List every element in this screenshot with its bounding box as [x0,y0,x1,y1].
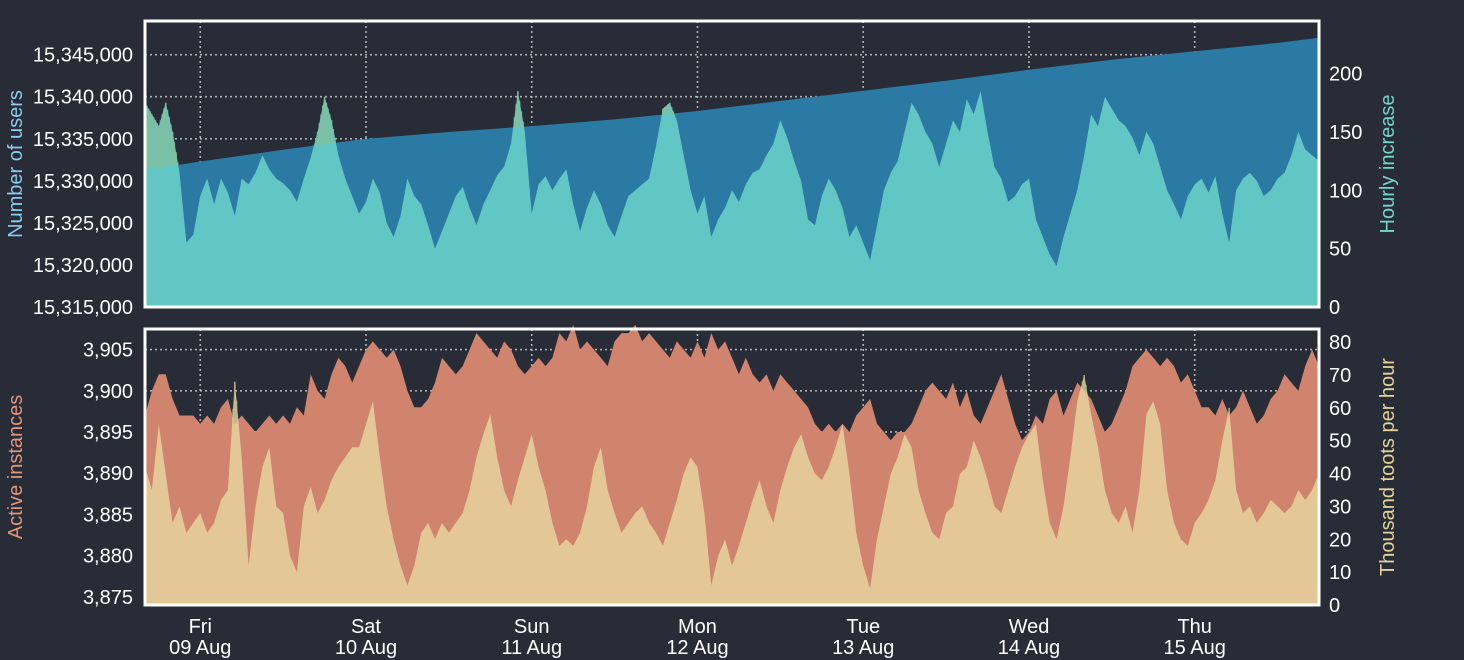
active-instances-axis-label: Active instances [5,395,27,540]
x-tick-date: 10 Aug [335,637,397,659]
x-tick-day: Wed [1009,616,1050,638]
instances-axis-ticks: 3,875 3,880 3,885 3,890 3,895 3,900 3,905 0 10 20… [83,332,1351,617]
x-tick-day: Sat [351,616,381,638]
x-tick-date: 13 Aug [832,637,894,659]
right-tick-label: 80 [1329,332,1351,354]
right-tick-label: 10 [1329,562,1351,584]
left-tick-label: 15,345,000 [33,45,133,67]
left-tick-label: 3,895 [83,422,133,444]
right-tick-label: 0 [1329,297,1340,319]
right-tick-label: 50 [1329,431,1351,453]
x-tick-date: 09 Aug [169,637,231,659]
left-tick-label: 15,330,000 [33,171,133,193]
right-tick-label: 200 [1329,64,1362,86]
toots-axis-label: Thousand toots per hour [1377,358,1399,576]
right-tick-label: 30 [1329,496,1351,518]
right-tick-label: 40 [1329,464,1351,486]
hourly-increase-area [145,91,1319,307]
users-axis-label: Number of users [5,90,27,238]
right-tick-label: 100 [1329,180,1362,202]
right-tick-label: 70 [1329,365,1351,387]
x-tick-day: Fri [189,616,212,638]
toots-overlap-area [232,375,1230,424]
users-panel-frame [143,19,1321,309]
left-tick-label: 3,890 [83,463,133,485]
left-tick-label: 15,340,000 [33,87,133,109]
x-tick-day: Thu [1177,616,1211,638]
right-tick-label: 150 [1329,122,1362,144]
x-tick-day: Tue [846,616,880,638]
left-tick-label: 3,885 [83,504,133,526]
right-tick-label: 60 [1329,398,1351,420]
left-tick-label: 15,315,000 [33,297,133,319]
left-tick-label: 15,325,000 [33,213,133,235]
x-tick-date: 12 Aug [666,637,728,659]
x-tick-day: Sun [514,616,550,638]
x-tick-day: Mon [678,616,717,638]
hourly-increase-axis-label: Hourly increase [1377,95,1399,234]
x-tick-date: 15 Aug [1164,637,1226,659]
toots-per-hour-area [145,375,1319,605]
left-tick-label: 3,905 [83,340,133,362]
left-tick-label: 3,900 [83,381,133,403]
right-tick-label: 50 [1329,239,1351,261]
left-tick-label: 15,335,000 [33,129,133,151]
x-tick-date: 14 Aug [998,637,1060,659]
left-tick-label: 15,320,000 [33,255,133,277]
users-axis-ticks: 15,315,000 15,320,000 15,325,000 15,330,000… [33,45,1362,319]
users-panel: 15,315,000 15,320,000 15,325,000 15,330,000… [5,19,1399,319]
instances-panel: 3,875 3,880 3,885 3,890 3,895 3,900 3,905 0 10 20… [5,324,1399,617]
left-tick-label: 3,875 [83,587,133,609]
x-tick-date: 11 Aug [501,637,562,659]
left-tick-label: 3,880 [83,546,133,568]
right-tick-label: 0 [1329,595,1340,617]
instances-panel-frame [143,327,1321,607]
right-tick-label: 20 [1329,529,1351,551]
